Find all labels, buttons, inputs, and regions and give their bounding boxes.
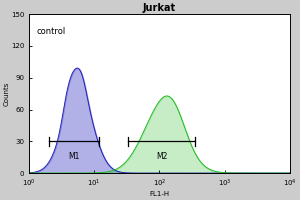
Text: control: control (36, 27, 66, 36)
Text: M1: M1 (68, 152, 80, 161)
Y-axis label: Counts: Counts (3, 81, 9, 106)
X-axis label: FL1-H: FL1-H (149, 191, 170, 197)
Text: M2: M2 (156, 152, 167, 161)
Title: Jurkat: Jurkat (143, 3, 176, 13)
